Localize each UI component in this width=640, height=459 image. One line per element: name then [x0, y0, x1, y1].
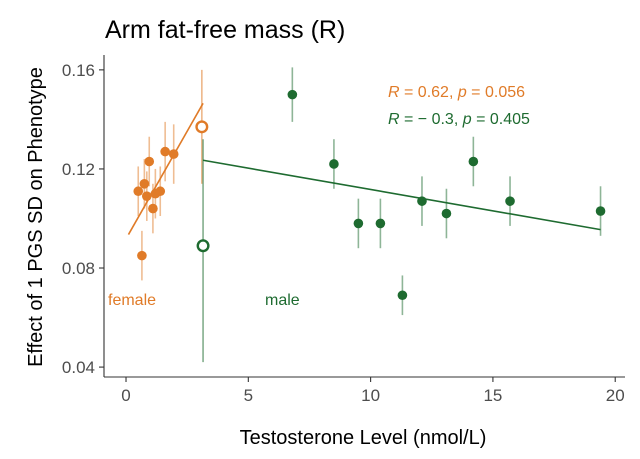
- annotations: female male R = 0.62, p = 0.056 R = − 0.3, …: [108, 84, 530, 309]
- female-point-2: [139, 179, 150, 189]
- x-tick-label-0: 0: [121, 386, 130, 405]
- male-point-0: [287, 89, 298, 100]
- y-tick-label-2: 0.12: [62, 160, 95, 179]
- x-axis-label: Testosterone Level (nmol/L): [240, 427, 487, 449]
- female-point-4: [144, 156, 155, 167]
- male-point-6: [441, 208, 452, 219]
- male-point-5: [417, 196, 427, 206]
- male-point-4: [397, 290, 408, 301]
- x-tick-label-4: 20: [606, 386, 625, 405]
- y-ticks: 0.04 0.08 0.12 0.16: [62, 61, 104, 377]
- chart-title: Arm fat-free mass (R): [105, 16, 345, 44]
- female-point-5: [148, 203, 158, 214]
- y-tick-label-0: 0.04: [62, 358, 95, 377]
- y-tick-label-3: 0.16: [62, 61, 95, 80]
- female-point-7: [155, 186, 166, 197]
- x-tick-label-2: 10: [361, 386, 380, 405]
- female-point-3: [142, 191, 152, 201]
- male-point-1: [329, 159, 339, 169]
- female-correlation-label: R = 0.62, p = 0.056: [388, 84, 525, 101]
- male-fit-line: [202, 159, 601, 231]
- x-ticks: 0 5 10 15 20: [121, 377, 625, 405]
- female-point-9: [168, 149, 179, 159]
- female-group-label: female: [108, 292, 156, 309]
- male-point-9: [595, 206, 606, 216]
- female-point-0: [133, 186, 144, 197]
- male-point-8: [505, 196, 515, 206]
- data-points: [133, 89, 606, 301]
- female-reference-point: [195, 120, 209, 134]
- male-correlation-label: R = − 0.3, p = 0.405: [388, 111, 530, 128]
- error-bars: [137, 67, 602, 363]
- x-tick-label-3: 15: [483, 386, 502, 405]
- female-point-1: [137, 250, 147, 261]
- female-point-8: [160, 146, 170, 157]
- male-point-3: [375, 218, 386, 229]
- axes: 0 5 10 15 20 0.04 0.08 0.12 0.16: [62, 55, 625, 405]
- y-axis-label: Effect of 1 PGS SD on Phenotype: [25, 67, 47, 367]
- male-group-label: male: [265, 292, 300, 309]
- x-tick-label-1: 5: [244, 386, 253, 405]
- male-point-2: [353, 218, 364, 229]
- male-point-7: [468, 156, 479, 167]
- male-reference-point: [196, 239, 210, 253]
- y-tick-label-1: 0.08: [62, 259, 95, 278]
